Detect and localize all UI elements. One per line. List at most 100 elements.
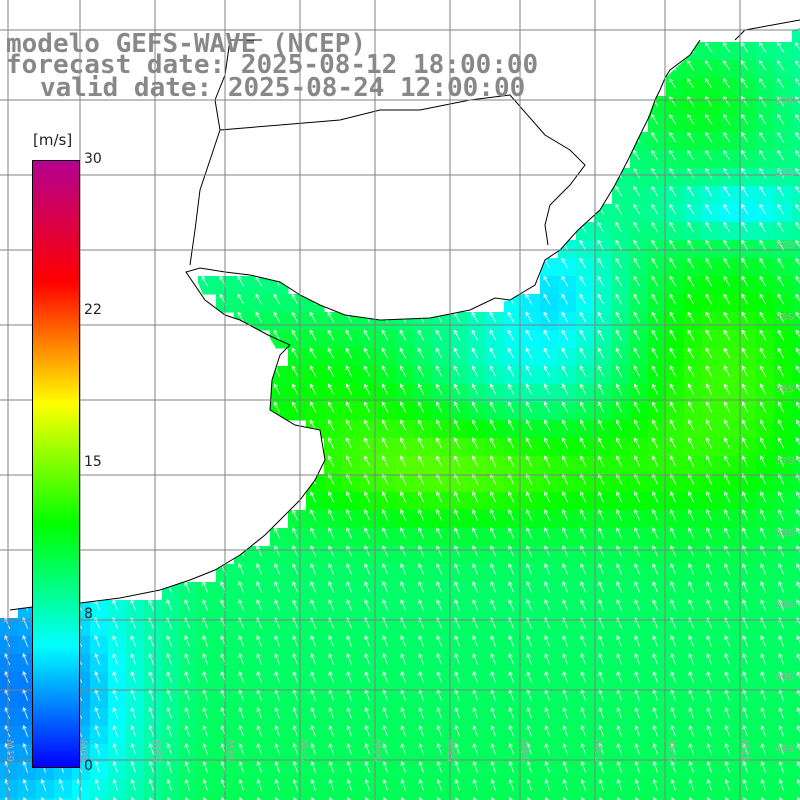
wind-cell bbox=[792, 240, 800, 259]
wind-arrow bbox=[796, 527, 800, 536]
wind-arrow bbox=[742, 652, 749, 666]
wind-arrow bbox=[760, 670, 767, 684]
wind-arrow bbox=[598, 724, 605, 738]
wind-arrow bbox=[759, 221, 767, 233]
wind-cell bbox=[792, 150, 800, 169]
wind-arrow bbox=[705, 437, 713, 449]
wind-arrow bbox=[598, 652, 605, 666]
wind-arrow bbox=[633, 239, 641, 251]
wind-arrow bbox=[130, 599, 137, 611]
wind-arrow bbox=[400, 509, 407, 521]
wind-arrow bbox=[652, 599, 659, 611]
wind-arrow bbox=[777, 221, 785, 233]
wind-arrow bbox=[633, 437, 641, 449]
wind-arrow bbox=[382, 545, 389, 557]
wind-arrow bbox=[652, 455, 659, 467]
wind-arrow bbox=[256, 652, 263, 666]
wind-arrow bbox=[526, 634, 533, 648]
wind-arrow bbox=[687, 401, 695, 413]
wind-arrow bbox=[652, 760, 659, 774]
wind-arrow bbox=[436, 724, 443, 738]
wind-arrow bbox=[184, 742, 191, 756]
wind-arrow bbox=[544, 706, 551, 720]
colorbar-tick-30: 30 bbox=[84, 151, 102, 167]
wind-arrow bbox=[94, 742, 101, 756]
wind-arrow bbox=[544, 581, 551, 593]
wind-arrow bbox=[381, 311, 389, 323]
wind-arrow bbox=[759, 167, 767, 179]
wind-arrow bbox=[525, 311, 533, 323]
wind-arrow bbox=[544, 491, 551, 503]
wind-cell bbox=[792, 456, 800, 475]
wind-arrow bbox=[435, 401, 443, 413]
wind-arrow bbox=[688, 742, 695, 756]
wind-arrow bbox=[328, 634, 335, 648]
wind-arrow bbox=[345, 437, 353, 449]
wind-arrow bbox=[615, 365, 623, 377]
wind-arrow bbox=[274, 545, 281, 557]
wind-arrow bbox=[705, 275, 713, 287]
wind-arrow bbox=[292, 545, 299, 557]
wind-arrow bbox=[615, 167, 623, 179]
wind-arrow bbox=[723, 329, 731, 341]
wind-arrow bbox=[328, 563, 335, 575]
wind-arrow bbox=[328, 706, 335, 720]
wind-arrow bbox=[795, 275, 800, 285]
wind-arrow bbox=[615, 203, 623, 215]
model-title: modelo GEFS-WAVE (NCEP) bbox=[6, 29, 367, 59]
wind-arrow bbox=[112, 778, 119, 792]
wind-arrow bbox=[418, 724, 425, 738]
wind-arrow bbox=[256, 581, 263, 593]
wind-arrow bbox=[508, 778, 515, 792]
wind-arrow bbox=[400, 760, 407, 774]
wind-arrow bbox=[148, 652, 155, 666]
wind-arrow bbox=[544, 455, 551, 467]
wind-arrow bbox=[670, 455, 677, 467]
wind-arrow bbox=[706, 563, 713, 575]
wind-arrow bbox=[741, 149, 749, 161]
wind-arrow bbox=[633, 311, 641, 323]
wind-arrow bbox=[400, 527, 407, 539]
wind-arrow bbox=[741, 239, 749, 251]
wind-arrow bbox=[364, 670, 371, 684]
wind-arrow bbox=[597, 383, 605, 395]
wind-arrow bbox=[471, 419, 479, 431]
wind-arrow bbox=[562, 778, 569, 792]
wind-arrow bbox=[112, 670, 119, 684]
wind-arrow bbox=[795, 239, 800, 249]
wind-arrow bbox=[382, 581, 389, 593]
wind-arrow bbox=[328, 545, 335, 557]
wind-arrow bbox=[22, 599, 29, 611]
wind-arrow bbox=[760, 599, 767, 611]
wind-arrow bbox=[705, 203, 713, 215]
wind-arrow bbox=[615, 221, 623, 233]
wind-arrow bbox=[274, 599, 281, 611]
wind-arrow bbox=[310, 634, 317, 648]
wind-cell bbox=[756, 798, 775, 800]
wind-arrow bbox=[616, 491, 623, 503]
wind-arrow bbox=[669, 401, 677, 413]
wind-arrow bbox=[291, 365, 299, 377]
wind-arrow bbox=[759, 203, 767, 215]
wind-arrow bbox=[328, 473, 335, 485]
wind-arrow bbox=[346, 455, 353, 467]
wind-arrow bbox=[616, 527, 623, 539]
wind-arrow bbox=[740, 95, 749, 107]
wind-arrow bbox=[778, 473, 785, 485]
wind-arrow bbox=[724, 455, 731, 467]
wind-arrow bbox=[292, 778, 299, 792]
wind-arrow bbox=[310, 652, 317, 666]
wind-arrow bbox=[724, 706, 731, 720]
wind-arrow bbox=[615, 293, 623, 305]
wind-cell bbox=[522, 798, 541, 800]
wind-arrow bbox=[544, 599, 551, 611]
wind-arrow bbox=[777, 149, 785, 161]
wind-arrow bbox=[292, 796, 298, 800]
wind-arrow bbox=[436, 491, 443, 503]
wind-arrow bbox=[544, 670, 551, 684]
wind-arrow bbox=[759, 131, 767, 143]
wind-arrow bbox=[742, 545, 749, 557]
wind-arrow bbox=[454, 778, 461, 792]
wind-arrow bbox=[526, 670, 533, 684]
wind-arrow bbox=[722, 95, 731, 107]
